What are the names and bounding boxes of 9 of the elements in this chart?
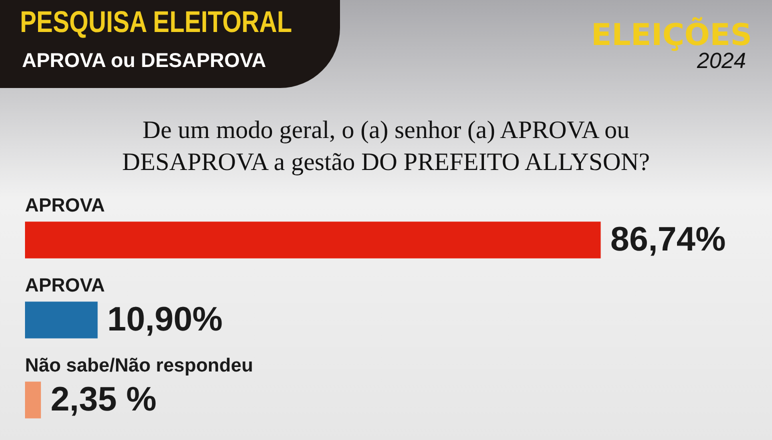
y-tick-label: APROVA [25,196,106,217]
data-label: 86,74% [610,220,726,258]
y-tick-label: Não sabe/Não respondeu [25,356,254,377]
data-label: 2,35 % [50,380,156,418]
chart-title: PESQUISA ELEITORAL [20,6,292,40]
annotation: De um modo geral, o (a) senhor (a) APROVA ou DESAPROVA a gestão DO PREFEITO ALLYSON? [121,116,651,178]
chart-subtitle: APROVA ou DESAPROVA [22,50,266,73]
data-label: 10,90% [107,300,223,338]
y-tick-label: APROVA [25,276,106,297]
